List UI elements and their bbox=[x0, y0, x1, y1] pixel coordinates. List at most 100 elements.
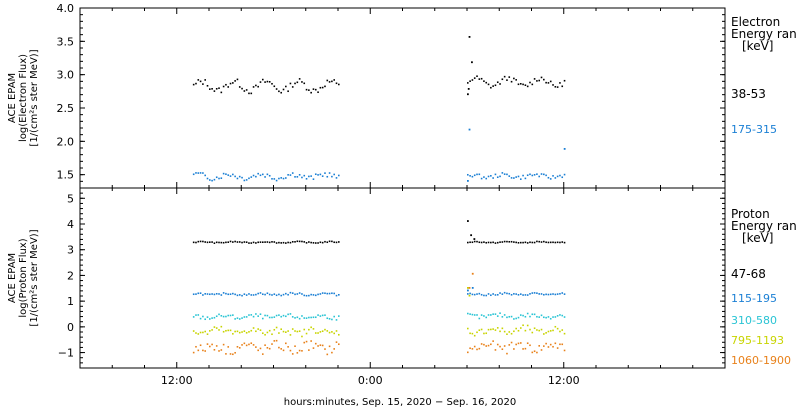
data-point bbox=[321, 86, 324, 89]
data-point bbox=[501, 316, 504, 318]
data-point bbox=[503, 345, 506, 347]
data-point bbox=[229, 329, 232, 332]
data-point bbox=[506, 240, 508, 243]
data-point bbox=[252, 344, 255, 346]
data-point bbox=[513, 177, 515, 179]
panel-frame bbox=[79, 187, 726, 369]
data-point bbox=[278, 293, 280, 296]
data-point bbox=[335, 319, 338, 321]
data-point bbox=[510, 293, 513, 296]
data-point bbox=[480, 77, 483, 80]
electron-ylabel-line-2: log(Electron Flux) bbox=[18, 54, 29, 142]
data-point bbox=[561, 292, 564, 294]
data-point bbox=[271, 82, 273, 85]
data-point bbox=[248, 314, 250, 316]
data-point bbox=[204, 318, 206, 321]
data-point bbox=[503, 75, 506, 78]
data-point bbox=[503, 173, 506, 175]
data-point bbox=[559, 343, 561, 346]
data-point bbox=[248, 177, 250, 180]
data-point bbox=[291, 328, 294, 330]
data-point bbox=[467, 312, 469, 315]
data-point bbox=[305, 242, 308, 244]
data-point bbox=[331, 240, 333, 243]
data-point bbox=[473, 293, 476, 296]
data-point bbox=[204, 241, 206, 243]
data-point bbox=[321, 330, 324, 332]
data-point bbox=[331, 318, 333, 321]
data-point bbox=[531, 174, 534, 177]
data-point bbox=[280, 91, 283, 94]
data-point bbox=[238, 294, 241, 296]
data-point bbox=[338, 241, 340, 243]
data-point bbox=[510, 80, 513, 83]
data-point bbox=[202, 240, 204, 243]
proton-legend-title-line-1: Proton bbox=[731, 207, 770, 221]
data-point bbox=[496, 81, 499, 84]
data-point bbox=[519, 293, 522, 295]
series-38-53 bbox=[192, 36, 566, 96]
data-point bbox=[310, 326, 312, 329]
data-point bbox=[294, 293, 296, 296]
data-point bbox=[338, 333, 340, 336]
data-point bbox=[197, 314, 200, 316]
data-point bbox=[282, 241, 285, 244]
data-point bbox=[215, 327, 218, 329]
data-point bbox=[529, 293, 531, 295]
data-point bbox=[227, 86, 230, 88]
data-point bbox=[519, 342, 522, 344]
data-point bbox=[503, 240, 506, 243]
data-point bbox=[524, 329, 527, 332]
data-point bbox=[248, 343, 250, 346]
data-point bbox=[554, 241, 557, 244]
data-point bbox=[241, 294, 243, 297]
data-point bbox=[552, 345, 554, 348]
data-point bbox=[317, 332, 319, 334]
data-point bbox=[533, 292, 536, 294]
data-point bbox=[543, 173, 545, 176]
data-point bbox=[485, 332, 488, 335]
data-point bbox=[303, 174, 306, 177]
data-point bbox=[469, 347, 471, 350]
data-point bbox=[248, 92, 250, 95]
data-point bbox=[236, 346, 239, 348]
data-point bbox=[533, 174, 536, 176]
data-point bbox=[524, 241, 527, 244]
data-point bbox=[209, 179, 211, 181]
data-point bbox=[218, 293, 220, 295]
data-point bbox=[499, 292, 501, 294]
data-point bbox=[285, 177, 287, 179]
data-point bbox=[469, 313, 471, 315]
proton-panel: ACE EPAM log(Proton Flux) [1/(cm²s ster … bbox=[7, 187, 797, 369]
data-point bbox=[471, 241, 474, 244]
data-point bbox=[324, 240, 326, 243]
data-point bbox=[255, 313, 257, 315]
data-point bbox=[510, 332, 513, 335]
data-point bbox=[517, 329, 520, 332]
data-point bbox=[273, 178, 276, 180]
data-point bbox=[238, 318, 241, 320]
data-point bbox=[547, 176, 550, 179]
data-point bbox=[243, 241, 246, 243]
data-point bbox=[301, 335, 303, 338]
data-point bbox=[243, 179, 246, 182]
data-point bbox=[287, 241, 289, 244]
data-point bbox=[266, 80, 269, 83]
data-point bbox=[317, 345, 319, 347]
data-point bbox=[261, 353, 264, 355]
data-point bbox=[468, 287, 471, 289]
data-point bbox=[549, 293, 552, 296]
data-point bbox=[211, 293, 213, 295]
data-point bbox=[536, 80, 538, 82]
data-point bbox=[282, 349, 285, 352]
data-point bbox=[298, 292, 301, 294]
data-point bbox=[232, 292, 234, 295]
data-point bbox=[303, 317, 306, 319]
data-point bbox=[543, 345, 545, 347]
x-tick-label: 12:00 bbox=[548, 374, 580, 387]
data-point bbox=[257, 172, 259, 175]
data-point bbox=[312, 347, 315, 349]
series-115-195 bbox=[192, 287, 566, 297]
data-point bbox=[335, 341, 338, 343]
